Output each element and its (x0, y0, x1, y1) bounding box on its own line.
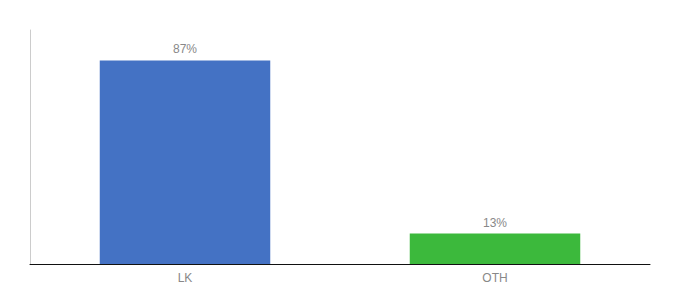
svg-text:OTH: OTH (482, 271, 507, 285)
svg-text:87%: 87% (173, 42, 197, 56)
svg-text:13%: 13% (483, 216, 507, 230)
svg-text:LK: LK (178, 271, 193, 285)
